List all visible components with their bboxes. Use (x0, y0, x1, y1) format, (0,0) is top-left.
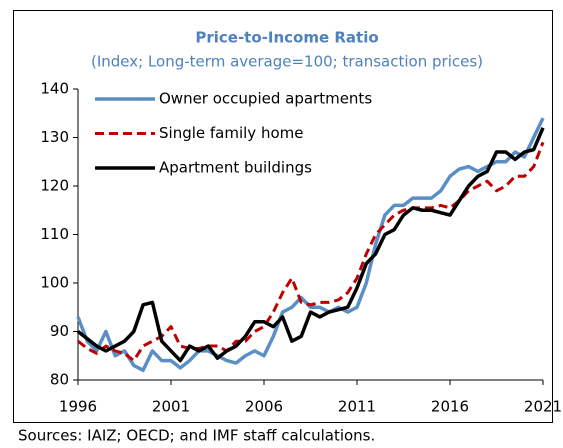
legend-label: Single family home (159, 124, 303, 142)
y-tick-label: 90 (50, 322, 69, 340)
x-tick-label: 2001 (152, 398, 190, 416)
x-tick-label: 1996 (59, 398, 97, 416)
x-tick-label: 2006 (245, 398, 283, 416)
series-line (76, 117, 545, 373)
y-tick-label: 140 (40, 80, 69, 98)
x-tick-label: 2011 (338, 398, 376, 416)
y-tick-label: 110 (40, 225, 69, 243)
legend-label: Apartment buildings (159, 159, 312, 177)
x-tick-label: 2021 (524, 398, 562, 416)
chart-title: Price-to-Income Ratio (195, 29, 378, 47)
x-tick-label: 2016 (431, 398, 469, 416)
y-tick-label: 100 (40, 274, 69, 292)
frame (13, 10, 553, 423)
y-tick-label: 130 (40, 128, 69, 146)
legend-label: Owner occupied apartments (159, 90, 372, 108)
source-note: Sources: IAIZ; OECD; and IMF staff calcu… (18, 427, 375, 445)
chart-subtitle: (Index; Long-term average=100; transacti… (91, 53, 483, 71)
y-tick-label: 120 (40, 177, 69, 195)
series-line (76, 127, 545, 363)
y-tick-label: 80 (50, 371, 69, 389)
